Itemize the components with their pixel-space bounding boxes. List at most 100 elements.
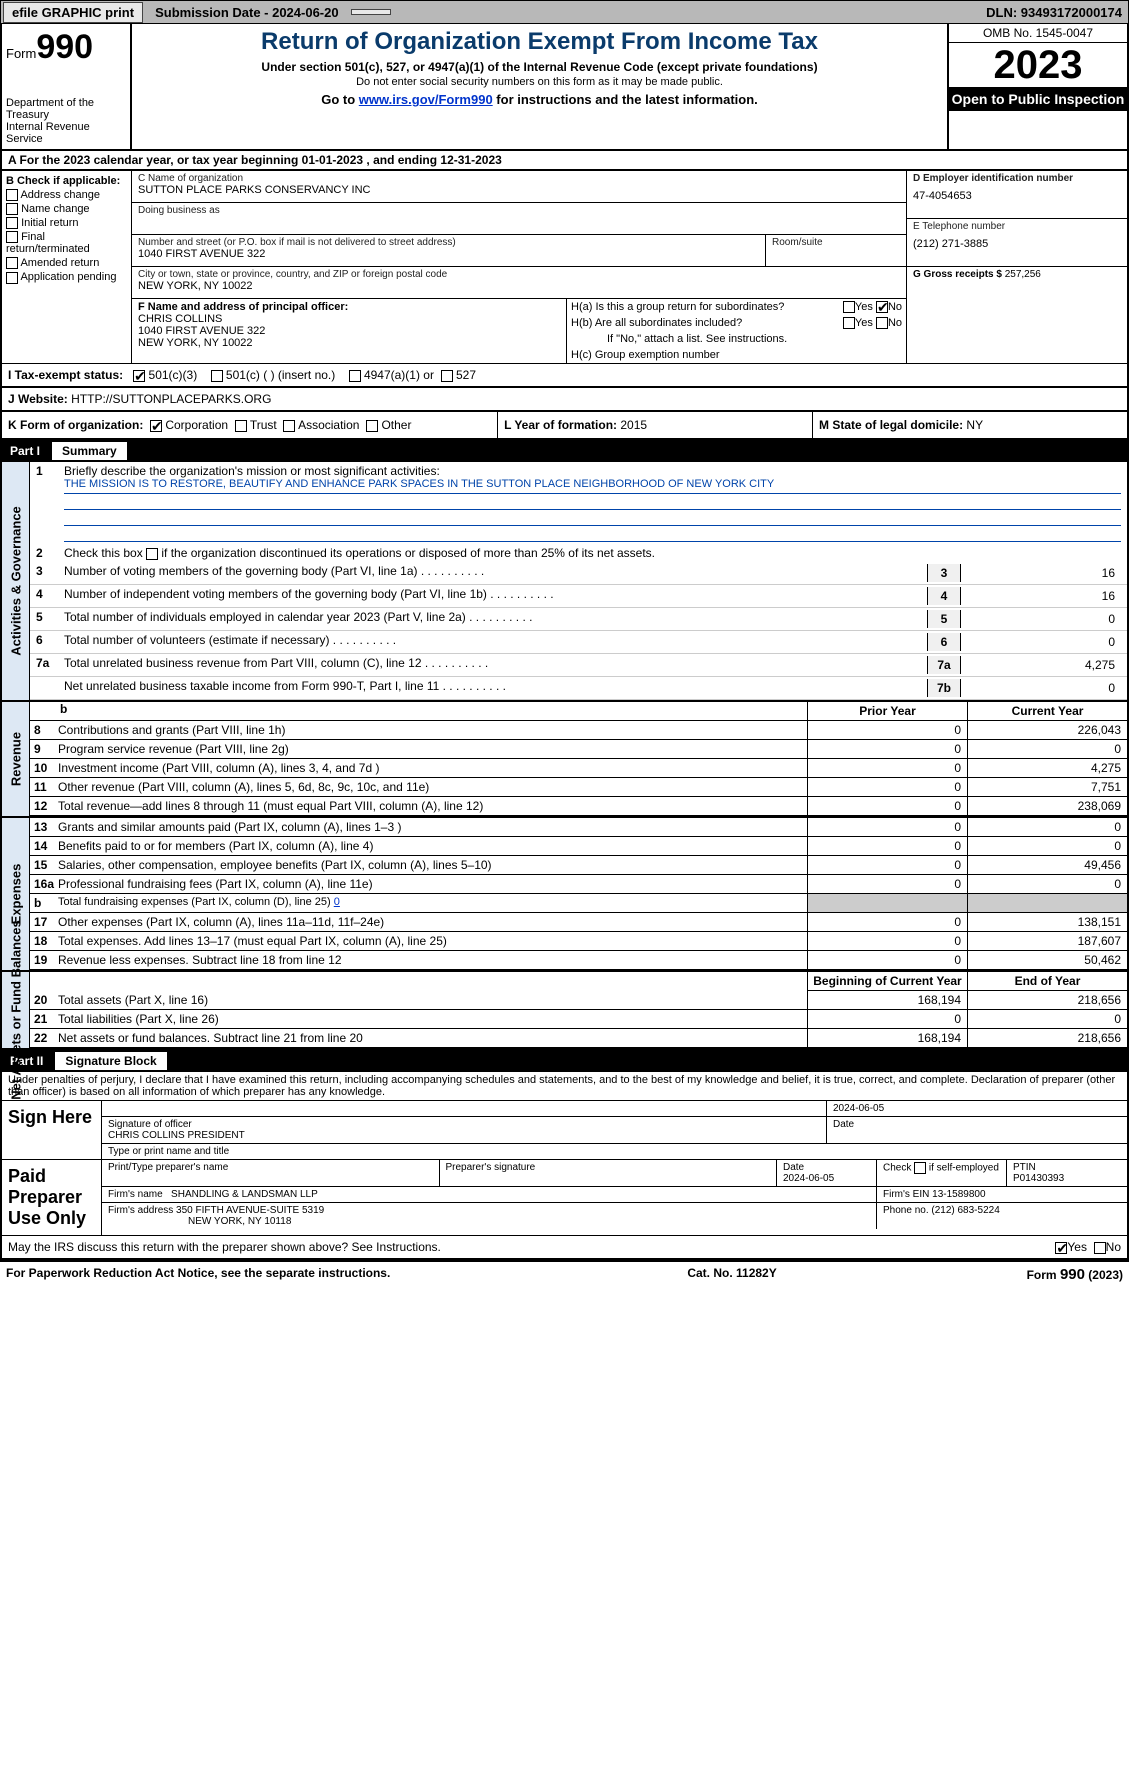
side-netassets: Net Assets or Fund Balances [2,972,30,1048]
row-k-org-form: K Form of organization: Corporation Trus… [0,412,1129,440]
cb-501c3[interactable] [133,370,145,382]
may-irs-yes[interactable]: Yes [1055,1240,1087,1254]
paid-preparer-label: Paid Preparer Use Only [2,1160,102,1235]
goto-post: for instructions and the latest informat… [493,92,758,107]
ein-label: D Employer identification number [913,173,1121,184]
gov-line-4: 4Number of independent voting members of… [30,585,1127,608]
exp-line-13: 13Grants and similar amounts paid (Part … [30,818,1127,837]
section-revenue: Revenue b Prior Year Current Year 8Contr… [0,702,1129,818]
side-net-label: Net Assets or Fund Balances [8,920,23,1099]
mission-blank1 [64,494,1121,510]
cb-initial-return[interactable]: Initial return [6,217,127,229]
may-irs-no[interactable]: No [1094,1240,1121,1254]
firm-city-value: NEW YORK, NY 10118 [188,1216,291,1227]
dba-label: Doing business as [138,205,900,216]
exp-line-18: 18Total expenses. Add lines 13–17 (must … [30,932,1127,951]
cb-label: Initial return [21,217,78,229]
rev-line-10: 10Investment income (Part VIII, column (… [30,759,1127,778]
cb-final-return[interactable]: Final return/terminated [6,231,127,255]
mission-blank3 [64,526,1121,542]
o3-label: 4947(a)(1) or [364,368,434,382]
no-label: No [1106,1240,1121,1254]
field-ein: D Employer identification number 47-4054… [907,171,1127,219]
exp-line-19: 19Revenue less expenses. Subtract line 1… [30,951,1127,970]
cb-label: Final return/terminated [6,231,90,255]
cb-assoc[interactable] [283,420,295,432]
cb-trust[interactable] [235,420,247,432]
hdr-prior: Prior Year [807,702,967,721]
l1-label: Briefly describe the organization's miss… [64,464,440,478]
phone-value: (212) 683-5224 [931,1205,999,1216]
exp-line-15: 15Salaries, other compensation, employee… [30,856,1127,875]
prep-date-value: 2024-06-05 [783,1173,834,1184]
gov-line-6: 6Total number of volunteers (estimate if… [30,631,1127,654]
row-l-value: 2015 [620,418,647,432]
footer-paperwork: For Paperwork Reduction Act Notice, see … [6,1266,565,1283]
rev-header: b Prior Year Current Year [30,702,1127,721]
rev-body: b Prior Year Current Year 8Contributions… [30,702,1127,816]
col-h: H(a) Is this a group return for subordin… [566,299,906,363]
row-m-domicile: M State of legal domicile: NY [813,412,1127,438]
exp-line-b: bTotal fundraising expenses (Part IX, co… [30,894,1127,913]
field-city: City or town, state or province, country… [132,267,906,299]
field-street: Number and street (or P.O. box if mail i… [132,235,766,267]
o4-label: 527 [456,368,476,382]
room-label: Room/suite [772,237,900,248]
side-governance: Activities & Governance [2,462,30,700]
o1-label: 501(c)(3) [149,368,198,382]
field-org-name: C Name of organization SUTTON PLACE PARK… [132,171,906,203]
blank-button [351,9,391,15]
sig-date-line: 2024-06-05 [102,1101,1127,1117]
cb-name-change[interactable]: Name change [6,203,127,215]
cb-corp[interactable] [150,420,162,432]
ssn-note: Do not enter social security numbers on … [140,76,939,88]
cb-discontinued[interactable] [146,548,158,560]
prep-sig-label: Preparer's signature [440,1160,778,1186]
irs-link[interactable]: www.irs.gov/Form990 [359,92,493,107]
ein-value: 47-4054653 [913,190,1121,202]
tax-year: 2023 [949,43,1127,87]
row-m-label: M State of legal domicile: [819,418,966,432]
ha-yes[interactable]: Yes No [843,301,902,313]
field-officer: F Name and address of principal officer:… [132,299,566,363]
org-name-value: SUTTON PLACE PARKS CONSERVANCY INC [138,184,900,196]
o2-label: 501(c) ( ) (insert no.) [226,368,335,382]
firm-ein-label: Firm's EIN [883,1189,932,1200]
efile-button[interactable]: efile GRAPHIC print [3,2,143,23]
net-line-20: 20Total assets (Part X, line 16)168,1942… [30,991,1127,1010]
row-a-taxyear: A For the 2023 calendar year, or tax yea… [0,151,1129,171]
footer-catno: Cat. No. 11282Y [565,1266,900,1283]
penalty-text: Under penalties of perjury, I declare th… [2,1072,1127,1100]
assoc-label: Association [298,418,359,432]
exp-body: 13Grants and similar amounts paid (Part … [30,818,1127,970]
cb-501c[interactable] [211,370,223,382]
cb-amended[interactable]: Amended return [6,257,127,269]
cb-label: Application pending [20,271,116,283]
hb-yes[interactable]: Yes No [843,317,902,329]
side-exp-label: Expenses [8,864,23,925]
cb-4947[interactable] [349,370,361,382]
city-label: City or town, state or province, country… [138,269,900,280]
firm-name-value: SHANDLING & LANDSMAN LLP [171,1189,318,1200]
street-label: Number and street (or P.O. box if mail i… [138,237,759,248]
cb-other[interactable] [366,420,378,432]
gross-label: G Gross receipts $ [913,269,1005,280]
net-body: Beginning of Current Year End of Year 20… [30,972,1127,1048]
cb-address-change[interactable]: Address change [6,189,127,201]
header-middle: Return of Organization Exempt From Incom… [132,24,947,149]
cb-self-emp[interactable] [914,1162,926,1174]
line-2: 2Check this box if the organization disc… [30,544,1127,562]
no-label: No [888,301,902,313]
rev-line-9: 9Program service revenue (Part VIII, lin… [30,740,1127,759]
cb-527[interactable] [441,370,453,382]
hc-label: H(c) Group exemption number [567,347,906,363]
row-j-website: J Website: HTTP://SUTTONPLACEPARKS.ORG [0,388,1129,412]
field-room: Room/suite [766,235,906,267]
col-c-f: C Name of organization SUTTON PLACE PARK… [132,171,907,363]
part1-header: Part I Summary [0,440,1129,462]
page-footer: For Paperwork Reduction Act Notice, see … [0,1260,1129,1287]
form-header: Form990 Department of the Treasury Inter… [0,24,1129,151]
rev-line-12: 12Total revenue—add lines 8 through 11 (… [30,797,1127,816]
cb-app-pending[interactable]: Application pending [6,271,127,283]
firm-addr-line: Firm's address 350 FIFTH AVENUE-SUITE 53… [102,1203,1127,1229]
